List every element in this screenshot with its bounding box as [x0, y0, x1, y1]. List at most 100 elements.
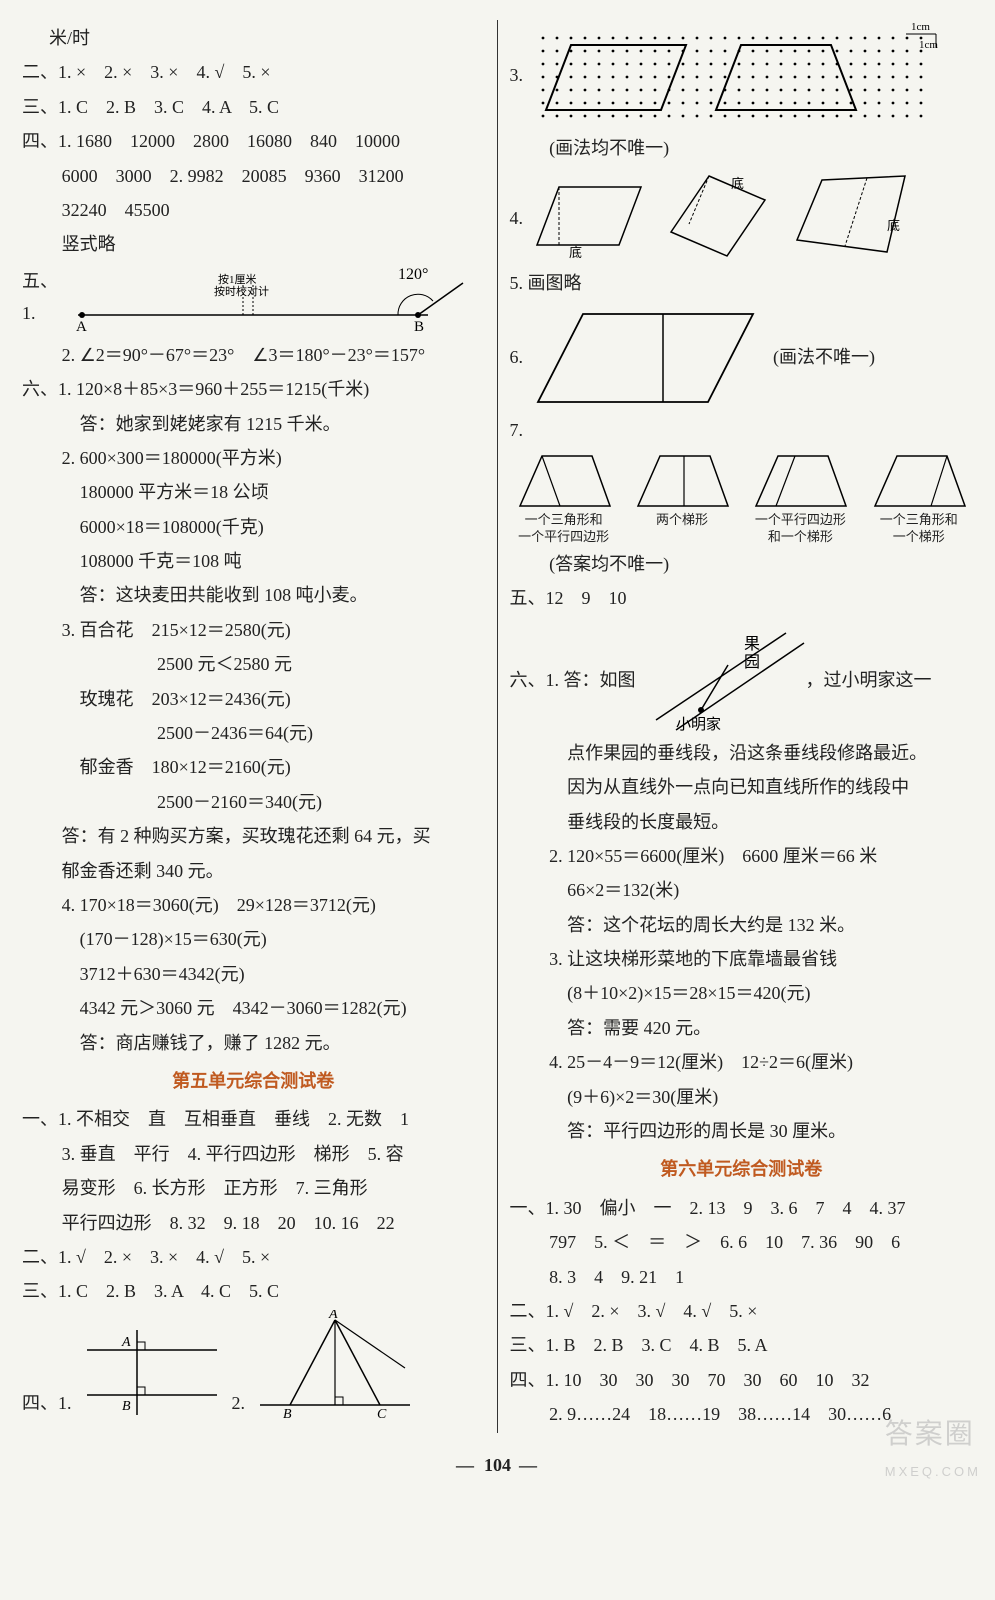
text-line: 答：有 2 种购买方案，买玫瑰花还剩 64 元，买 — [22, 820, 485, 852]
text-line: 二、1. × 2. × 3. × 4. √ 5. × — [22, 56, 485, 88]
text-line: (画法均不唯一) — [510, 132, 974, 164]
q7-item-2: 两个梯形 — [632, 450, 732, 546]
text-line: 答：这块麦田共能收到 108 吨小麦。 — [22, 579, 485, 611]
text-line: 竖式略 — [22, 228, 485, 260]
text-line: 2. 600×300＝180000(平方米) — [22, 442, 485, 474]
svg-text:B: B — [283, 1407, 292, 1420]
svg-text:园: 园 — [744, 654, 760, 671]
svg-text:底: 底 — [887, 218, 900, 233]
text-line: 三、1. C 2. B 3. C 4. A 5. C — [22, 91, 485, 123]
text-line: 2. 120×55＝6600(厘米) 6600 厘米＝66 米 — [510, 840, 974, 872]
svg-text:底: 底 — [731, 176, 744, 191]
text-line: 8. 3 4 9. 21 1 — [510, 1261, 974, 1293]
label-b: B — [414, 319, 424, 335]
text-line: 3712＋630＝4342(元) — [22, 958, 485, 990]
label-mid2: 按时校对计 — [214, 284, 269, 298]
page-number: 104 — [0, 1443, 995, 1495]
text-line: 5. 画图略 — [510, 267, 974, 299]
text-line: 答：需要 420 元。 — [510, 1012, 974, 1044]
figure-row-u5q4: 四、1. A B 2. A B C — [22, 1310, 485, 1420]
text-line: 三、1. C 2. B 3. A 4. C 5. C — [22, 1275, 485, 1307]
text-line: 二、1. √ 2. × 3. √ 4. √ 5. × — [510, 1295, 974, 1327]
text-line: 797 5. ＜ ＝ ＞ 6. 6 10 7. 36 90 6 — [510, 1226, 974, 1258]
parallelogram-2: 底 — [659, 170, 779, 265]
text-line: 答：她家到姥姥家有 1215 千米。 — [22, 408, 485, 440]
text-line: (9＋6)×2＝30(厘米) — [510, 1081, 974, 1113]
q7-item-1: 一个三角形和 一个平行四边形 — [514, 450, 614, 546]
text-line: 32240 45500 — [22, 194, 485, 226]
svg-text:1cm: 1cm — [919, 39, 938, 51]
text-line: 垂线段的长度最短。 — [510, 806, 974, 838]
svg-text:A: A — [328, 1310, 338, 1322]
label-r6post: ，过小明家这一 — [806, 664, 932, 696]
text-line: 2500－2436＝64(元) — [22, 717, 485, 749]
label-a: A — [76, 319, 87, 335]
text-line: 五、12 9 10 — [510, 582, 974, 614]
text-line: 66×2＝132(米) — [510, 874, 974, 906]
svg-text:C: C — [377, 1407, 387, 1420]
text-line: (答案均不唯一) — [510, 548, 974, 580]
text-line: 2500－2160＝340(元) — [22, 786, 485, 818]
svg-text:1cm: 1cm — [911, 21, 930, 33]
text-line: 4. 25－4－9＝12(厘米) 12÷2＝6(厘米) — [510, 1046, 974, 1078]
text-line: 2. ∠2＝90°－67°＝23° ∠3＝180°－23°＝157° — [22, 339, 485, 371]
text-line: 郁金香 180×12＝2160(元) — [22, 751, 485, 783]
q7-item-4: 一个三角形和 一个梯形 — [869, 450, 969, 546]
text-line: 3. 垂直 平行 4. 平行四边形 梯形 5. 容 — [22, 1138, 485, 1170]
label-mid1: 按1厘米 — [218, 272, 257, 286]
left-column: 米/时 二、1. × 2. × 3. × 4. √ 5. × 三、1. C 2.… — [10, 20, 498, 1433]
svg-text:B: B — [122, 1399, 131, 1414]
label-angle: 120° — [398, 266, 428, 283]
text-line: 平行四边形 8. 32 9. 18 20 10. 16 22 — [22, 1207, 485, 1239]
right-column: 3. 1cm 1cm (画法均不唯一) 4. 底 — [498, 20, 986, 1433]
text-line: 6000×18＝108000(千克) — [22, 511, 485, 543]
label-si2: 2. — [232, 1387, 246, 1419]
text-line: 7. — [510, 414, 974, 446]
figure-angle-120: 五、1. A B 120° 按1厘米 按时校对计 — [22, 265, 485, 335]
heading-unit5: 第五单元综合测试卷 — [22, 1065, 485, 1097]
label-r6pre: 六、1. 答：如图 — [510, 664, 636, 696]
quadrilateral-3: 底 — [787, 170, 917, 265]
svg-text:A: A — [121, 1335, 131, 1350]
q7-item-3: 一个平行四边形 和一个梯形 — [750, 450, 850, 546]
text-line: 一、1. 30 偏小 一 2. 13 9 3. 6 7 4 4. 37 — [510, 1192, 974, 1224]
svg-text:底: 底 — [569, 245, 582, 260]
text-line: 四、1. 1680 12000 2800 16080 840 10000 — [22, 125, 485, 157]
text-line: 4. 170×18＝3060(元) 29×128＝3712(元) — [22, 889, 485, 921]
text-line: 点作果园的垂线段，沿这条垂线段修路最近。 — [510, 737, 974, 769]
text-line: 玫瑰花 203×12＝2436(元) — [22, 683, 485, 715]
text-line: 答：商店赚钱了，赚了 1282 元。 — [22, 1027, 485, 1059]
text-line: 4342 元＞3060 元 4342－3060＝1282(元) — [22, 992, 485, 1024]
text-line: 郁金香还剩 340 元。 — [22, 855, 485, 887]
text-line: 6000 3000 2. 9982 20085 9360 31200 — [22, 160, 485, 192]
text-line: 答：平行四边形的周长是 30 厘米。 — [510, 1115, 974, 1147]
svg-text:果: 果 — [744, 636, 760, 653]
figure-q6: 6. (画法不唯一) — [510, 302, 974, 412]
text-line: 3. 让这块梯形菜地的下底靠墙最省钱 — [510, 943, 974, 975]
text-line: 米/时 — [22, 22, 485, 54]
label-q6: 6. — [510, 341, 524, 373]
parallelogram-1: 底 — [531, 175, 651, 260]
text-line: 2. 9……24 18……19 38……14 30……6 — [510, 1398, 974, 1430]
perpendicular-diagram: A B — [82, 1320, 222, 1420]
label-wu: 五、1. — [22, 265, 68, 330]
dot-grid-shapes: 1cm 1cm — [531, 20, 941, 130]
text-line: 3. 百合花 215×12＝2580(元) — [22, 614, 485, 646]
text-line: 因为从直线外一点向已知直线所作的线段中 — [510, 771, 974, 803]
label-q3: 3. — [510, 59, 524, 91]
text-line: (170－128)×15＝630(元) — [22, 923, 485, 955]
parallelogram-split — [533, 302, 763, 412]
text-line: (8＋10×2)×15＝28×15＝420(元) — [510, 977, 974, 1009]
figure-q3: 3. 1cm 1cm — [510, 20, 974, 130]
dot-grid — [542, 37, 923, 118]
heading-unit6: 第六单元综合测试卷 — [510, 1153, 974, 1185]
label-si1: 四、1. — [22, 1387, 72, 1419]
text-line: 六、1. 120×8＋85×3＝960＋255＝1215(千米) — [22, 373, 485, 405]
text-line: 三、1. B 2. B 3. C 4. B 5. A — [510, 1329, 974, 1361]
angle-diagram: A B 120° 按1厘米 按时校对计 — [68, 265, 468, 335]
label-q4: 4. — [510, 202, 524, 234]
text-line: 一、1. 不相交 直 互相垂直 垂线 2. 无数 1 — [22, 1103, 485, 1135]
text-line: 108000 千克＝108 吨 — [22, 545, 485, 577]
text-line: 答：这个花坛的周长大约是 132 米。 — [510, 909, 974, 941]
label-q6note: (画法不唯一) — [773, 341, 875, 373]
